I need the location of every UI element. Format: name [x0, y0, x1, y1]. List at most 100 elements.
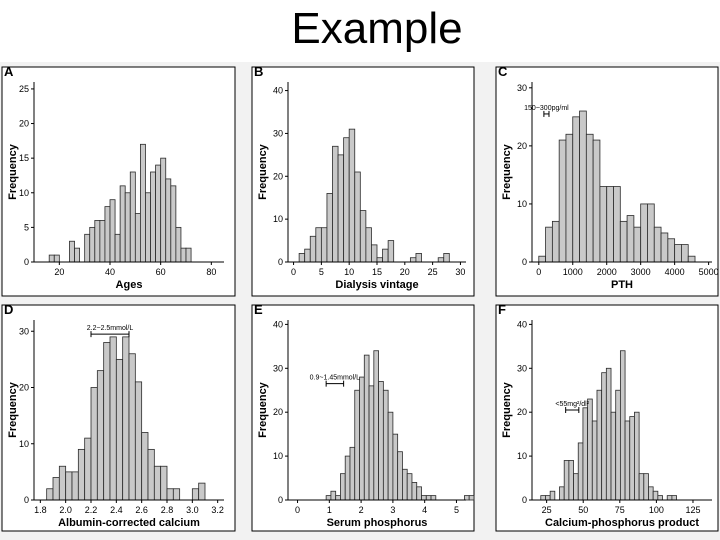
histogram-bar-c — [558, 139, 567, 263]
histogram-bar-c — [681, 244, 689, 263]
histogram-bar-b — [309, 235, 317, 263]
figure-panel: 20 40 60 80 0 5 10 15 20 25 Ages Frequency A 0 5 10 15 20… — [0, 62, 720, 540]
histogram-bar-b — [337, 154, 345, 263]
histogram-bar-d — [166, 488, 174, 501]
x-tick-label-f: 125 — [685, 505, 700, 515]
x-tick-label-a: 80 — [206, 267, 216, 277]
histogram-bar-c — [538, 255, 546, 263]
histogram-bar-a — [145, 192, 151, 263]
histogram-bar-d — [103, 342, 111, 501]
x-tick-label-d: 2.6 — [135, 505, 148, 515]
histogram-bar-c — [579, 110, 587, 263]
histogram-bar-f — [568, 460, 574, 501]
y-tick-label-f: 10 — [517, 451, 527, 461]
histogram-bar-b — [348, 128, 356, 263]
y-tick-label-a: 0 — [24, 257, 29, 267]
range-annotation-f: <55mg²/dl² — [555, 401, 589, 408]
histogram-bar-f — [545, 495, 551, 501]
histogram-bar-f — [573, 473, 579, 501]
histogram-bar-a — [170, 185, 177, 263]
histogram-bar-e — [354, 389, 360, 501]
x-tick-label-c: 2000 — [597, 267, 617, 277]
histogram-bar-d — [77, 448, 86, 501]
histogram-bar-a — [124, 192, 131, 263]
y-axis-label-e: Frequency — [257, 381, 269, 438]
x-tick-label-d: 2.4 — [110, 505, 123, 515]
y-tick-label-a: 20 — [19, 119, 29, 129]
histogram-bar-d — [128, 353, 136, 501]
histogram-bar-e — [406, 473, 413, 501]
histogram-bar-c — [592, 139, 601, 263]
histogram-bar-e — [382, 389, 389, 501]
histogram-bar-b — [315, 227, 322, 263]
x-tick-label-a: 40 — [105, 267, 115, 277]
histogram-bar-c — [626, 215, 635, 263]
panel-letter-c: C — [498, 64, 508, 79]
x-axis-label-b: Dialysis vintage — [335, 279, 418, 291]
histogram-bar-a — [155, 164, 162, 263]
histogram-bar-b — [359, 210, 367, 263]
histogram-bar-c — [633, 226, 642, 263]
histogram-bar-b — [387, 240, 395, 263]
histogram-bar-d — [198, 482, 206, 501]
histogram-bar-a — [175, 226, 182, 263]
histogram-bar-f — [643, 473, 649, 501]
histogram-bar-e — [359, 376, 365, 501]
histogram-bar-e — [468, 495, 475, 501]
y-tick-label-e: 10 — [273, 451, 283, 461]
y-tick-label-b: 0 — [278, 257, 283, 267]
x-tick-label-c: 1000 — [563, 267, 583, 277]
y-tick-label-f: 0 — [522, 495, 527, 505]
histogram-bar-d — [122, 336, 130, 501]
histogram-bar-b — [365, 227, 372, 263]
histogram-bar-e — [421, 495, 427, 501]
range-annotation-d: 2.2~2.5mmol/L — [87, 325, 134, 332]
histogram-bar-c — [687, 255, 696, 263]
histogram-bar-f — [652, 490, 659, 501]
histogram-bar-c — [551, 220, 560, 263]
x-tick-label-b: 5 — [319, 267, 324, 277]
histogram-bar-d — [90, 387, 98, 501]
y-tick-label-d: 30 — [19, 326, 29, 336]
histogram-bar-e — [373, 350, 379, 501]
histogram-bar-d — [160, 465, 168, 501]
x-tick-label-d: 2.0 — [59, 505, 72, 515]
histogram-bar-f — [671, 495, 677, 501]
histogram-bar-b — [354, 171, 361, 263]
histogram-bar-f — [563, 460, 570, 501]
y-axis-label-a: Frequency — [7, 143, 19, 200]
x-tick-label-f: 25 — [542, 505, 552, 515]
x-tick-label-d: 1.8 — [34, 505, 47, 515]
histogram-bar-a — [84, 233, 91, 263]
y-tick-label-f: 30 — [517, 363, 527, 373]
histogram-bar-a — [48, 254, 55, 263]
x-axis-label-c: PTH — [611, 279, 633, 291]
histogram-bar-c — [572, 116, 580, 263]
histogram-bar-e — [349, 446, 356, 501]
y-tick-label-c: 30 — [517, 83, 527, 93]
histogram-bar-e — [368, 385, 375, 501]
x-tick-label-a: 60 — [156, 267, 166, 277]
histogram-bar-f — [582, 407, 589, 501]
histogram-bar-c — [613, 186, 621, 263]
histogram-bar-b — [415, 253, 422, 263]
histogram-bar-e — [392, 433, 399, 501]
histogram-bar-a — [53, 254, 60, 263]
histogram-bar-c — [674, 244, 682, 263]
y-axis-label-f: Frequency — [501, 381, 513, 438]
histogram-bar-a — [69, 240, 75, 263]
slide-title: Example — [291, 4, 463, 53]
x-tick-label-e: 4 — [422, 505, 427, 515]
x-tick-label-e: 2 — [359, 505, 364, 515]
histogram-bar-a — [185, 247, 192, 263]
histogram-bar-b — [371, 244, 378, 263]
histogram-bar-c — [640, 203, 648, 263]
histogram-bar-e — [416, 486, 422, 501]
x-tick-label-d: 2.8 — [161, 505, 174, 515]
histogram-bar-f — [610, 411, 617, 501]
x-tick-label-c: 4000 — [665, 267, 685, 277]
y-tick-label-e: 30 — [273, 363, 283, 373]
histogram-bar-c — [667, 238, 676, 263]
histogram-bar-f — [559, 486, 565, 501]
y-tick-label-b: 40 — [273, 86, 283, 96]
